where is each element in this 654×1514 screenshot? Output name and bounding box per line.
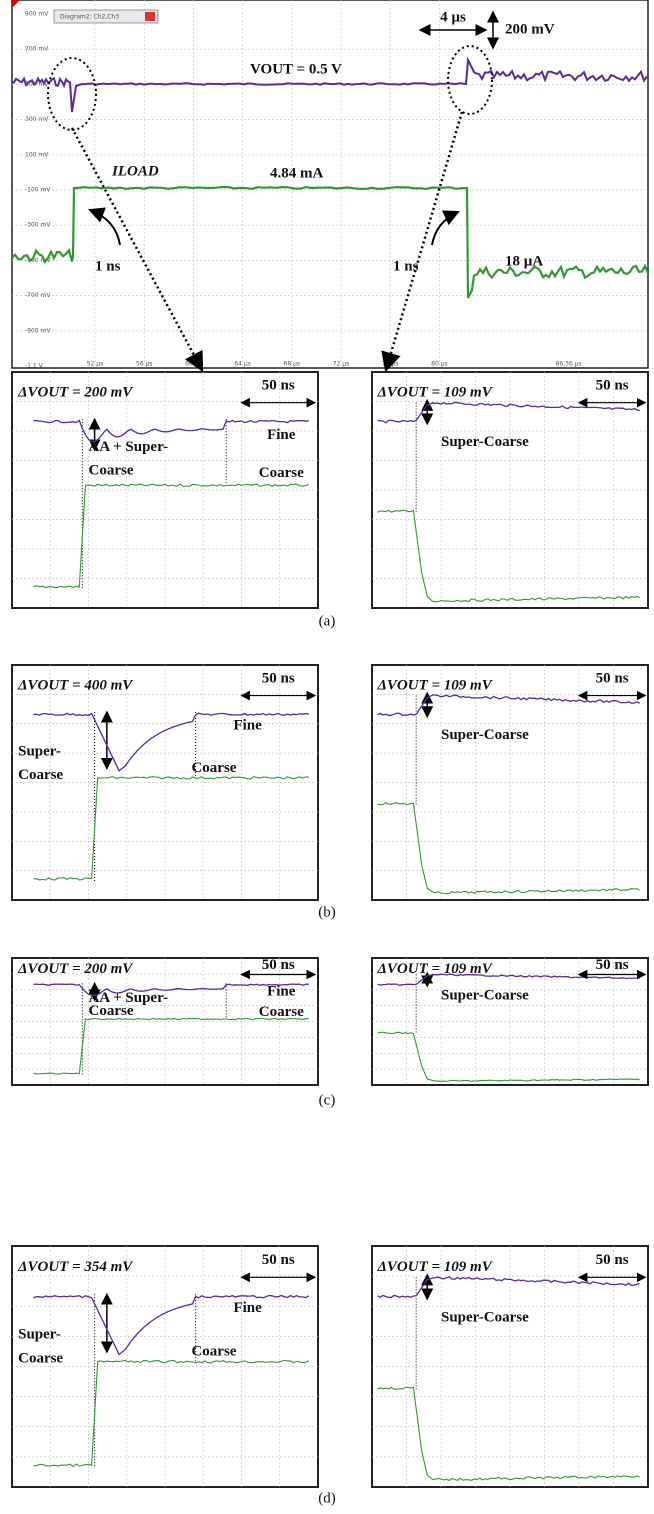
- trace-label: Coarse: [18, 1351, 63, 1367]
- x-axis-label: 80 µs: [431, 361, 448, 368]
- delta-label: ΔVOUT = 109 mV: [377, 385, 494, 401]
- time-scale: 50 ns: [596, 1252, 629, 1268]
- x-axis-label: 56 µs: [136, 361, 153, 368]
- annotation: 4.84 mA: [270, 165, 323, 181]
- annotation: 1 ns: [95, 258, 121, 274]
- trace-label: Super-: [18, 1327, 61, 1343]
- trace-label: Coarse: [89, 1003, 134, 1019]
- scope-panel: Fine Super- Coarse Coarse ΔVOUT = 354 mV 50 n…: [12, 1246, 318, 1487]
- caption: (c): [319, 1092, 336, 1108]
- x-axis-label: 76 µs: [382, 361, 399, 368]
- delta-label: ΔVOUT = 109 mV: [377, 961, 494, 977]
- y-axis-label: -900 mV: [25, 327, 51, 334]
- time-scale: 50 ns: [596, 957, 629, 973]
- annotation: 200 mV: [505, 21, 555, 37]
- y-axis-label: 900 mV: [25, 11, 49, 18]
- y-axis-label: 300 mV: [25, 116, 49, 123]
- time-scale: 50 ns: [262, 1252, 295, 1268]
- delta-label: ΔVOUT = 354 mV: [17, 1259, 134, 1275]
- tab-label: Diagram2: Ch2,Ch3: [60, 14, 119, 21]
- x-axis-label: 86.36 µs: [556, 361, 582, 368]
- tab-close: [145, 12, 155, 21]
- figure: 900 mV700 mV500 mV300 mV100 mV-100 mV-30…: [0, 0, 654, 1514]
- delta-label: ΔVOUT = 109 mV: [377, 1259, 494, 1275]
- trace-label: Coarse: [18, 767, 63, 783]
- trace-label: Super-: [18, 743, 61, 759]
- trace-label: Fine: [233, 718, 262, 734]
- y-axis-label: 700 mV: [25, 46, 49, 53]
- trace-label: Fine: [267, 427, 296, 443]
- y-axis-label: -1.1 V: [25, 363, 44, 370]
- x-axis-label: 64 µs: [234, 361, 251, 368]
- y-axis-label: 100 mV: [25, 151, 49, 158]
- scope-panel: Super-Coarse ΔVOUT = 109 mV 50 ns: [372, 372, 648, 608]
- delta-label: ΔVOUT = 200 mV: [17, 385, 134, 401]
- delta-label: ΔVOUT = 109 mV: [377, 678, 494, 694]
- delta-label: ΔVOUT = 200 mV: [17, 961, 134, 977]
- y-axis-label: -100 mV: [25, 187, 51, 194]
- trace-label: Fine: [233, 1300, 262, 1316]
- annotation: VOUT = 0.5 V: [250, 61, 342, 77]
- trace-label: Coarse: [191, 760, 236, 776]
- annotation: ILOAD: [111, 163, 159, 179]
- x-axis-label: 68 µs: [284, 361, 301, 368]
- trace-label: Coarse: [89, 463, 134, 479]
- time-scale: 50 ns: [262, 957, 295, 973]
- time-scale: 50 ns: [262, 671, 295, 687]
- time-scale: 50 ns: [596, 671, 629, 687]
- trace-label: Super-Coarse: [441, 434, 529, 450]
- caption: (b): [318, 904, 336, 920]
- annotation: 18 µA: [505, 253, 543, 269]
- annotation: 1 ns: [393, 258, 419, 274]
- time-scale: 50 ns: [596, 378, 629, 394]
- scope-panel: Super-Coarse ΔVOUT = 109 mV 50 ns: [372, 665, 648, 900]
- delta-label: ΔVOUT = 400 mV: [17, 678, 134, 694]
- scope-panel: Super-Coarse ΔVOUT = 109 mV 50 ns: [372, 1246, 648, 1487]
- caption: (d): [318, 1490, 336, 1506]
- trace-label: Coarse: [259, 1004, 304, 1020]
- x-axis-label: 72 µs: [333, 361, 350, 368]
- y-axis-label: -700 mV: [25, 292, 51, 299]
- y-axis-label: -300 mV: [25, 222, 51, 229]
- scope-panel: Super-Coarse ΔVOUT = 109 mV 50 ns: [372, 957, 648, 1085]
- scope-panel: Fine Super- Coarse Coarse ΔVOUT = 400 mV 50 n…: [12, 665, 318, 900]
- trace-label: Fine: [267, 984, 296, 1000]
- scope-panel: Fine AA + Super- Coarse Coarse ΔVOUT = 200 m…: [12, 372, 318, 608]
- time-scale: 50 ns: [262, 378, 295, 394]
- caption: (a): [319, 613, 336, 629]
- scope-frame: [12, 0, 648, 368]
- trace-label: Super-Coarse: [441, 1310, 529, 1326]
- annotation: 4 µs: [440, 9, 466, 25]
- trace-label: Coarse: [191, 1343, 236, 1359]
- x-axis-label: 52 µs: [87, 361, 104, 368]
- trace-label: Super-Coarse: [441, 988, 529, 1004]
- trace-label: Super-Coarse: [441, 727, 529, 743]
- trace-label: Coarse: [259, 465, 304, 481]
- trace-label: AA + Super-: [89, 439, 169, 455]
